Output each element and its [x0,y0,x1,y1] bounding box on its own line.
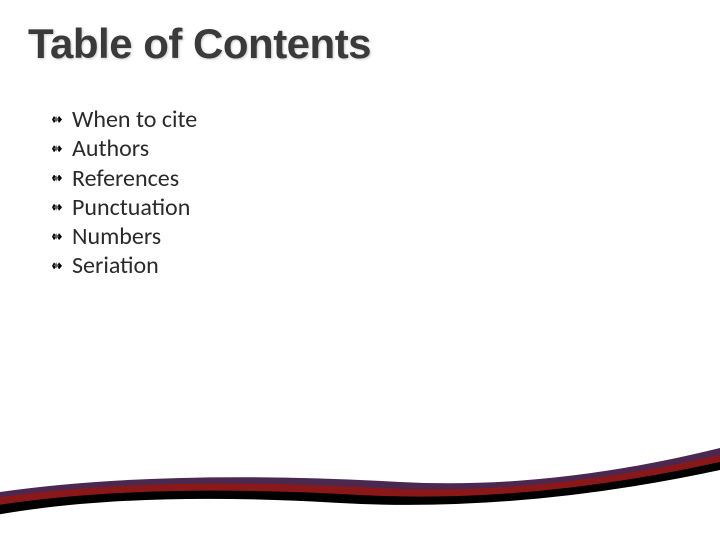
list-item: ✦ Authors [52,134,197,163]
bullet-icon: ✦ [52,260,57,272]
list-item-label: References [72,164,179,193]
page-title: Table of Contents [28,20,371,68]
list-item-label: Seriation [72,251,159,280]
list-item-label: Authors [72,134,149,163]
decorative-swoosh [0,400,720,540]
list-item: ✦ References [52,164,197,193]
list-item: ✦ Punctuation [52,193,197,222]
list-item: ✦ Seriation [52,251,197,280]
slide: Table of Contents ✦ When to cite ✦ Authors… [0,0,720,540]
list-item: ✦ Numbers [52,222,197,251]
list-item-label: When to cite [72,105,197,134]
bullet-icon: ✦ [52,202,57,214]
toc-list: ✦ When to cite ✦ Authors ✦ References ✦ Punc… [52,105,197,281]
bullet-icon: ✦ [52,114,57,126]
bullet-icon: ✦ [52,231,57,243]
list-item-label: Numbers [72,222,161,251]
list-item-label: Punctuation [72,193,190,222]
bullet-icon: ✦ [52,143,57,155]
list-item: ✦ When to cite [52,105,197,134]
bullet-icon: ✦ [52,173,57,185]
